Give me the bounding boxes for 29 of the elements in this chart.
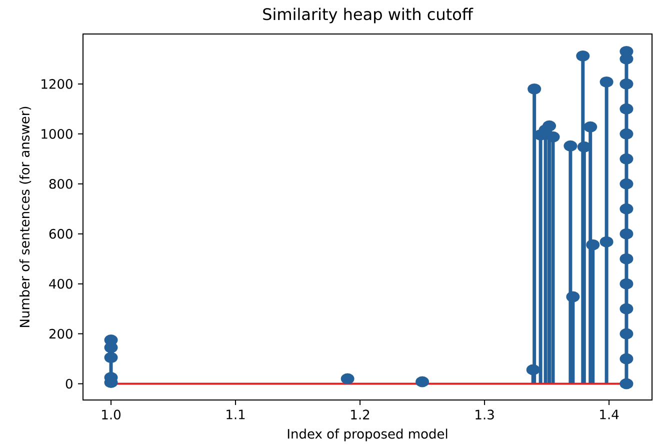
point — [586, 239, 600, 250]
y-tick-label: 1200 — [42, 79, 72, 89]
point — [564, 140, 578, 152]
point — [542, 120, 556, 132]
y-tick-label: 800 — [49, 178, 72, 189]
point — [546, 131, 560, 142]
x-tick-label: 1.4 — [600, 410, 619, 420]
y-tick-label: 400 — [49, 278, 72, 289]
point — [528, 83, 542, 94]
y-tick-label: 600 — [49, 228, 72, 239]
x-tick-label: 1.3 — [476, 410, 494, 420]
point — [566, 291, 580, 302]
x-axis-title: Index of proposed model — [288, 428, 448, 442]
point — [577, 141, 591, 152]
y-tick-label: 1000 — [42, 128, 72, 139]
y-tick-label: 200 — [49, 328, 72, 339]
point — [104, 352, 118, 364]
y-tick-label: 0 — [66, 378, 72, 389]
x-tick-label: 1.0 — [102, 410, 120, 420]
point — [526, 364, 540, 376]
point — [340, 373, 354, 384]
point — [584, 121, 598, 132]
x-tick-label: 1.2 — [351, 410, 370, 420]
point — [576, 50, 590, 62]
x-tick-label: 1.1 — [226, 410, 245, 420]
point — [416, 376, 430, 388]
point — [104, 342, 118, 354]
y-axis-title: Number of sentences (for answer) — [19, 106, 32, 327]
chart-title: Similarity heap with cutoff — [263, 8, 474, 24]
